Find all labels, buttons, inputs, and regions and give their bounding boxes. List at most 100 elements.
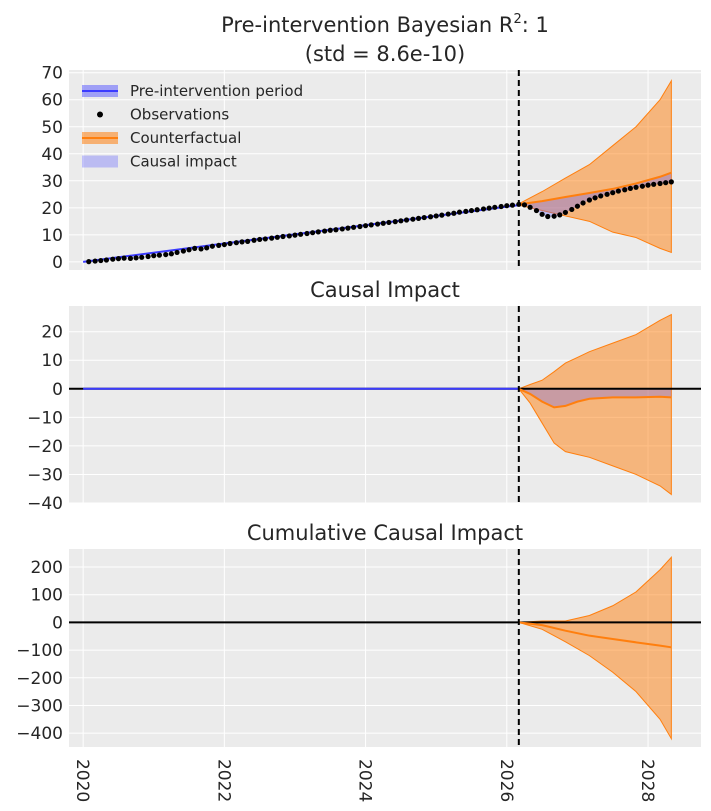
y-tick-label: 100	[31, 586, 63, 606]
observation-point	[362, 223, 369, 229]
observation-point	[521, 202, 528, 208]
observation-point	[280, 233, 286, 240]
observation-point	[574, 203, 581, 209]
x-tick-label: 2028	[637, 759, 657, 802]
observation-point	[480, 206, 487, 212]
pre-intervention-panel: Pre-intervention Bayesian R2: 1 (std = 8…	[41, 12, 701, 273]
observation-point	[121, 255, 127, 261]
y-tick-label: −200	[16, 669, 63, 689]
y-tick-label: 20	[41, 199, 63, 219]
observation-point	[627, 185, 633, 191]
y-tick-label: 20	[41, 323, 63, 343]
observation-point	[410, 216, 416, 222]
legend-label: Pre-intervention period	[130, 82, 303, 100]
cumulative-impact-panel: Cumulative Causal Impact −400 −300 −200 −10…	[16, 521, 701, 802]
observation-point	[615, 188, 621, 194]
observation-point	[645, 182, 651, 188]
x-tick-label: 2022	[213, 759, 233, 802]
observation-point	[398, 218, 404, 224]
y-tick-label: 0	[52, 613, 63, 633]
observation-point	[456, 209, 463, 215]
observation-point	[151, 253, 157, 259]
series-line	[518, 387, 672, 409]
observation-point	[315, 229, 321, 235]
observation-point	[504, 203, 510, 209]
observation-point	[468, 207, 475, 214]
y-tick-label: 70	[41, 64, 63, 84]
observation-point	[427, 214, 434, 220]
y-tick-label: −20	[27, 437, 63, 457]
legend-label: Counterfactual	[130, 129, 241, 147]
legend-label: Causal impact	[130, 153, 237, 171]
observation-point	[386, 219, 392, 226]
observation-point	[374, 221, 381, 227]
observation-point	[663, 180, 669, 186]
observation-point	[562, 209, 569, 216]
observation-point	[115, 256, 122, 262]
observation-point	[592, 195, 598, 201]
y-tick-label: −40	[27, 494, 63, 514]
observation-point	[668, 179, 674, 185]
observation-point	[533, 207, 540, 214]
observation-point	[292, 232, 298, 238]
observation-point	[357, 223, 363, 230]
panel-2-title: Causal Impact	[310, 278, 460, 302]
y-tick-label: 10	[41, 226, 63, 246]
observation-point	[415, 215, 422, 221]
y-tick-label: 60	[41, 91, 63, 111]
observation-point	[486, 205, 492, 211]
observation-point	[221, 241, 227, 248]
observation-point	[192, 245, 198, 251]
observation-point	[198, 246, 204, 252]
observation-point	[639, 183, 645, 189]
observation-point	[310, 230, 316, 236]
observation-point	[622, 187, 628, 193]
observation-point	[139, 254, 145, 260]
panel-3-title: Cumulative Causal Impact	[247, 521, 523, 545]
observation-point	[539, 211, 545, 217]
observation-point	[103, 257, 110, 263]
observation-point	[245, 238, 251, 244]
observation-point	[269, 235, 275, 241]
observation-point	[651, 181, 657, 187]
y-tick-label: 50	[41, 118, 63, 138]
observation-point	[492, 204, 498, 210]
y-tick-label: 0	[52, 253, 63, 273]
observation-point	[86, 259, 92, 265]
credible-interval-band	[518, 556, 672, 741]
observation-point	[403, 217, 410, 223]
observation-point	[509, 202, 516, 208]
observation-point	[298, 231, 304, 237]
observation-point	[133, 255, 139, 261]
observation-point	[156, 252, 162, 258]
panel-1-subtitle: (std = 8.6e-10)	[305, 42, 465, 66]
observation-point	[239, 239, 245, 245]
observation-point	[451, 210, 457, 216]
observation-point	[498, 203, 504, 210]
observation-point	[392, 219, 398, 225]
y-tick-label: 200	[31, 558, 63, 578]
observation-point	[204, 245, 210, 251]
observation-point	[339, 226, 345, 232]
x-tick-label: 2020	[72, 759, 92, 802]
y-tick-label: −30	[27, 465, 63, 485]
observation-point	[322, 228, 328, 234]
observation-point	[327, 227, 333, 233]
observation-point	[557, 212, 563, 218]
observation-point	[439, 212, 445, 218]
observation-point	[598, 193, 604, 199]
legend-swatch-causal	[82, 155, 118, 168]
observation-point	[580, 200, 586, 206]
observation-point	[350, 224, 357, 230]
observation-point	[180, 248, 186, 254]
observation-point	[463, 208, 469, 214]
legend-label: Observations	[130, 106, 229, 124]
observation-point	[368, 222, 374, 228]
y-tick-label: 40	[41, 145, 63, 165]
observation-point	[216, 242, 222, 249]
observation-point	[545, 213, 551, 220]
observation-point	[633, 184, 639, 190]
observation-point	[569, 206, 575, 213]
observation-point	[168, 251, 174, 257]
observation-point	[604, 191, 610, 197]
